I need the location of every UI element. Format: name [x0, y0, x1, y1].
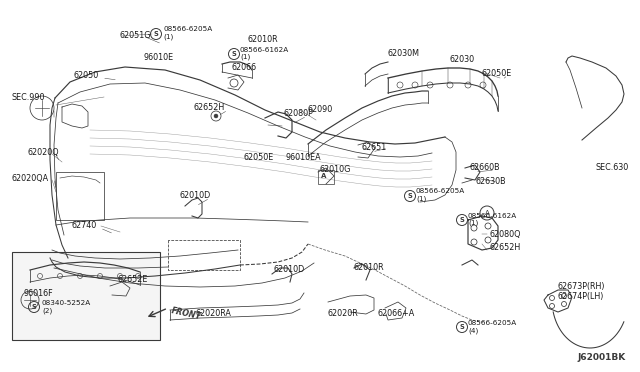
Text: S: S	[408, 193, 412, 199]
Text: 62020QA: 62020QA	[12, 173, 49, 183]
Text: 62660B: 62660B	[470, 164, 500, 173]
Text: 62010G: 62010G	[320, 166, 351, 174]
Text: 62674P(LH): 62674P(LH)	[558, 292, 604, 301]
Text: 62010R: 62010R	[354, 263, 385, 273]
Text: 62010D: 62010D	[273, 264, 304, 273]
Text: S: S	[460, 324, 465, 330]
Text: S: S	[232, 51, 236, 57]
Text: 62051G: 62051G	[120, 32, 152, 41]
Text: 62651: 62651	[362, 144, 387, 153]
Text: SEC.990: SEC.990	[12, 93, 45, 102]
Text: A: A	[484, 210, 490, 216]
Text: 62652H: 62652H	[194, 103, 225, 112]
Text: S: S	[154, 31, 158, 37]
Text: 96016F: 96016F	[24, 289, 54, 298]
Text: 08566-6205A
(4): 08566-6205A (4)	[468, 320, 517, 334]
Text: 62066: 62066	[232, 62, 257, 71]
Bar	[56, 172, 104, 220]
Text: 96010EA: 96010EA	[285, 154, 321, 163]
Text: 08566-6162A
(1): 08566-6162A (1)	[240, 47, 289, 61]
Text: 62066+A: 62066+A	[378, 310, 415, 318]
Text: 62020Q: 62020Q	[28, 148, 60, 157]
Text: 08566-6205A
(1): 08566-6205A (1)	[163, 26, 212, 39]
Text: 62020R: 62020R	[328, 310, 359, 318]
Text: 62673P(RH): 62673P(RH)	[558, 282, 605, 291]
Text: FRONT: FRONT	[170, 307, 202, 321]
Text: S: S	[31, 304, 36, 310]
Text: 62050E: 62050E	[244, 154, 275, 163]
Text: 08566-6205A
(1): 08566-6205A (1)	[416, 188, 465, 202]
Text: 62030: 62030	[449, 55, 474, 64]
Text: 62652E: 62652E	[118, 276, 148, 285]
Text: 62630B: 62630B	[476, 177, 507, 186]
Bar	[12, 252, 160, 340]
Text: 62010R: 62010R	[248, 35, 278, 45]
Text: 08566-6162A
(1): 08566-6162A (1)	[468, 213, 517, 227]
Text: 62080Q: 62080Q	[490, 230, 522, 238]
Text: A: A	[321, 173, 326, 179]
Bar	[318, 170, 334, 184]
Text: J62001BK: J62001BK	[578, 353, 626, 362]
Text: 62030M: 62030M	[388, 48, 420, 58]
Text: S: S	[460, 217, 465, 223]
Text: 62740: 62740	[72, 221, 97, 231]
Text: 62050E: 62050E	[481, 68, 511, 77]
Text: 62020RA: 62020RA	[196, 310, 232, 318]
Text: 62090: 62090	[308, 106, 333, 115]
Text: 62080P: 62080P	[284, 109, 314, 119]
Circle shape	[214, 114, 218, 118]
Text: 08340-5252A
(2): 08340-5252A (2)	[42, 300, 92, 314]
Text: SEC.630: SEC.630	[595, 163, 628, 171]
Text: 62652H: 62652H	[490, 244, 521, 253]
Text: 62010D: 62010D	[179, 192, 211, 201]
Text: 62050: 62050	[74, 71, 99, 80]
Text: 96010E: 96010E	[144, 52, 174, 61]
